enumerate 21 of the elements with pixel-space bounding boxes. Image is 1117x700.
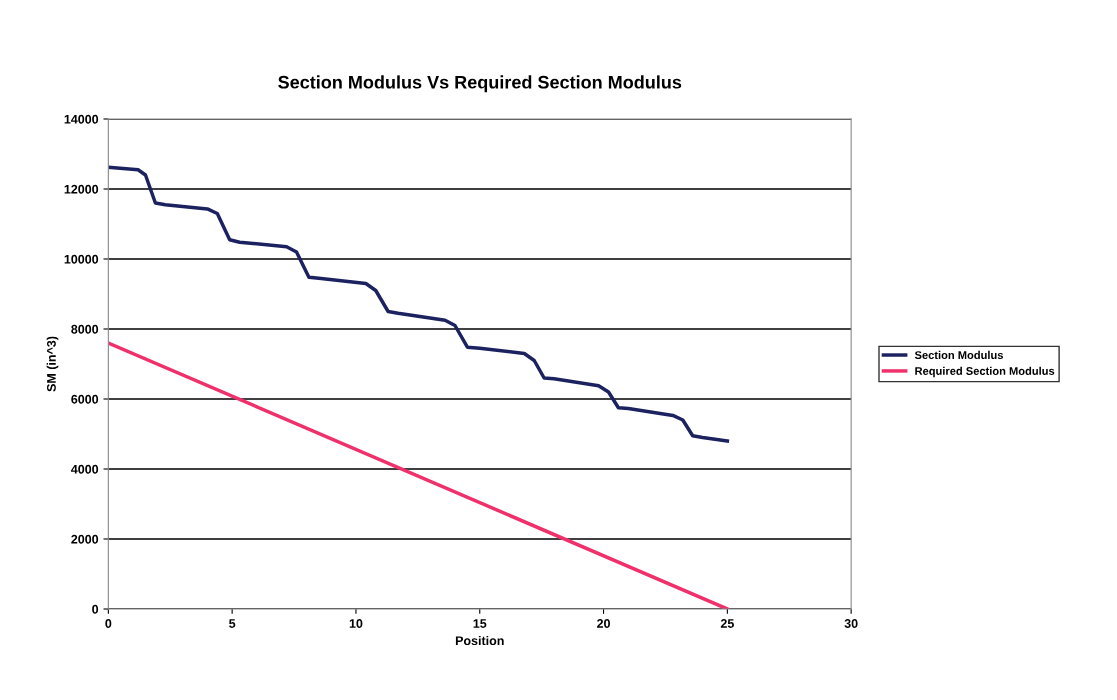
y-tick-label: 14000 [64, 114, 99, 124]
y-tick-label: 8000 [71, 324, 99, 334]
y-tick-label: 10000 [64, 254, 99, 264]
legend-label: Required Section Modulus [915, 366, 1055, 378]
line-series [108, 165, 730, 443]
x-tick-label: 10 [349, 619, 363, 628]
x-tick-label: 30 [844, 619, 858, 628]
y-axis-title: SM (in^3) [46, 336, 59, 392]
x-tick-label: 0 [105, 619, 112, 628]
y-tick-label: 2000 [71, 534, 99, 544]
chart-title: Section Modulus Vs Required Section Modulus [278, 75, 682, 93]
y-tick-label: 4000 [71, 464, 99, 474]
y-tick-label: 12000 [64, 184, 99, 194]
x-tick-label: 5 [229, 619, 236, 628]
x-tick-label: 25 [720, 619, 734, 628]
y-tick-label: 6000 [71, 394, 99, 404]
legend-label: Section Modulus [914, 350, 1003, 360]
y-tick-label: 0 [92, 604, 99, 614]
x-axis-title: Position [455, 635, 504, 646]
x-tick-label: 15 [473, 619, 487, 628]
x-tick-label: 20 [597, 619, 610, 628]
